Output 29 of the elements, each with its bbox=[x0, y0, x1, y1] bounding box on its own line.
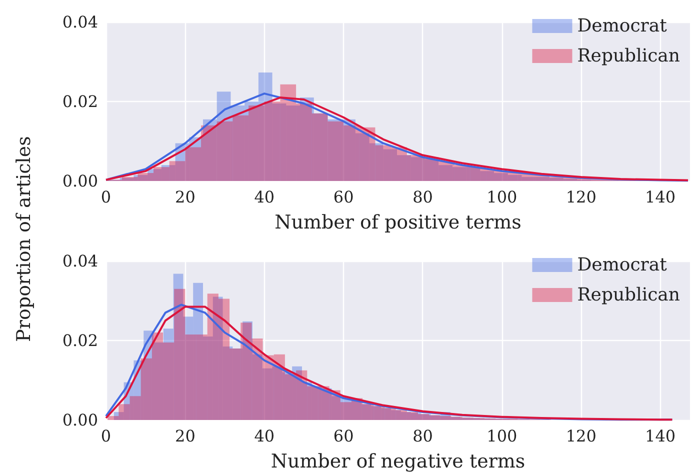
y-tick-label: 0.00 bbox=[62, 410, 98, 430]
x-axis-title: Number of positive terms bbox=[274, 212, 522, 234]
y-tick-label: 0.04 bbox=[62, 12, 98, 32]
x-tick-label: 20 bbox=[175, 188, 196, 206]
legend-label: Republican bbox=[577, 284, 680, 306]
x-tick-label: 60 bbox=[333, 188, 354, 206]
y-tick-label: 0.00 bbox=[62, 172, 98, 190]
x-tick-label: 60 bbox=[333, 426, 354, 446]
x-tick-label: 80 bbox=[412, 426, 433, 446]
legend-label: Democrat bbox=[577, 254, 668, 276]
x-tick-label: 0 bbox=[100, 188, 112, 206]
y-tick-label: 0.04 bbox=[62, 252, 98, 270]
x-tick-label: 80 bbox=[412, 188, 433, 206]
y-tick-label: 0.02 bbox=[62, 331, 98, 350]
x-tick-label: 100 bbox=[486, 188, 518, 206]
x-tick-label: 100 bbox=[486, 426, 518, 446]
x-tick-label: 120 bbox=[566, 188, 596, 206]
x-tick-label: 120 bbox=[566, 426, 596, 446]
y-axis-title: Proportion of articles bbox=[13, 136, 35, 342]
x-tick-label: 140 bbox=[645, 426, 676, 446]
x-tick-label: 40 bbox=[254, 426, 275, 446]
y-tick-label: 0.02 bbox=[62, 92, 98, 111]
x-axis-title: Number of negative terms bbox=[270, 450, 526, 472]
x-tick-label: 40 bbox=[254, 188, 275, 206]
x-tick-label: 140 bbox=[645, 188, 676, 206]
legend-label: Republican bbox=[577, 46, 680, 66]
x-tick-label: 20 bbox=[175, 426, 196, 446]
legend-label: Democrat bbox=[577, 16, 668, 36]
x-tick-label: 0 bbox=[100, 426, 112, 446]
